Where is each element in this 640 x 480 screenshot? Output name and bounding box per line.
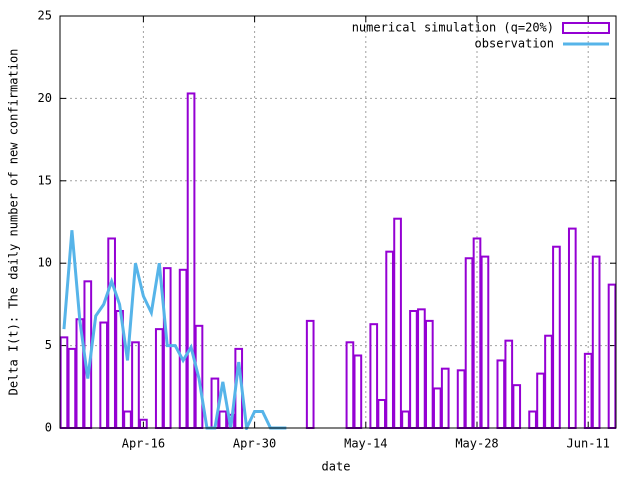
bar xyxy=(440,367,450,429)
bar xyxy=(504,339,514,430)
legend-label: numerical simulation (q=20%) xyxy=(352,21,554,35)
x-tick-label: May-28 xyxy=(455,437,498,451)
bar xyxy=(67,347,77,429)
x-axis-label: date xyxy=(322,460,351,474)
bar xyxy=(401,410,410,429)
bar xyxy=(512,384,522,430)
bar xyxy=(107,237,116,429)
bar xyxy=(377,398,387,430)
bar xyxy=(393,217,402,429)
bar xyxy=(154,328,164,429)
bar xyxy=(607,283,616,429)
y-tick-label: 15 xyxy=(38,173,52,187)
y-tick-label: 20 xyxy=(38,91,52,105)
bar xyxy=(496,359,506,430)
bar xyxy=(425,319,434,430)
y-tick-label: 5 xyxy=(45,338,52,352)
bar xyxy=(60,336,69,429)
y-tick-label: 10 xyxy=(38,256,52,270)
bar xyxy=(567,227,577,429)
bar xyxy=(409,309,418,430)
bar xyxy=(552,245,561,429)
line xyxy=(62,230,287,430)
bar xyxy=(480,255,490,429)
bar xyxy=(536,372,545,429)
bar xyxy=(345,341,355,429)
x-tick-label: Apr-30 xyxy=(233,437,276,451)
legend-swatch xyxy=(562,22,610,34)
bar xyxy=(369,323,379,429)
bar xyxy=(123,410,132,429)
bar xyxy=(353,354,363,430)
bar xyxy=(432,387,442,429)
bar xyxy=(218,410,228,429)
bar xyxy=(131,341,140,429)
x-tick-label: Jun-11 xyxy=(567,437,610,451)
bar xyxy=(544,334,553,430)
bar xyxy=(528,410,537,429)
bar xyxy=(305,319,315,430)
bar xyxy=(162,267,172,430)
bar xyxy=(417,308,426,429)
bar xyxy=(456,369,466,430)
bar xyxy=(464,257,474,430)
y-axis-label: Delta I(t): The daily number of new conf… xyxy=(7,49,21,396)
bar xyxy=(591,255,601,429)
x-tick-label: Apr-16 xyxy=(122,437,165,451)
plot-frame xyxy=(59,15,617,429)
legend-label: observation xyxy=(475,37,554,51)
y-tick-label: 25 xyxy=(38,9,52,23)
x-tick-label: May-14 xyxy=(344,437,387,451)
bar xyxy=(99,321,109,430)
bar xyxy=(178,268,188,429)
bar xyxy=(385,250,394,429)
y-tick-label: 0 xyxy=(45,421,52,435)
bar xyxy=(186,92,196,430)
